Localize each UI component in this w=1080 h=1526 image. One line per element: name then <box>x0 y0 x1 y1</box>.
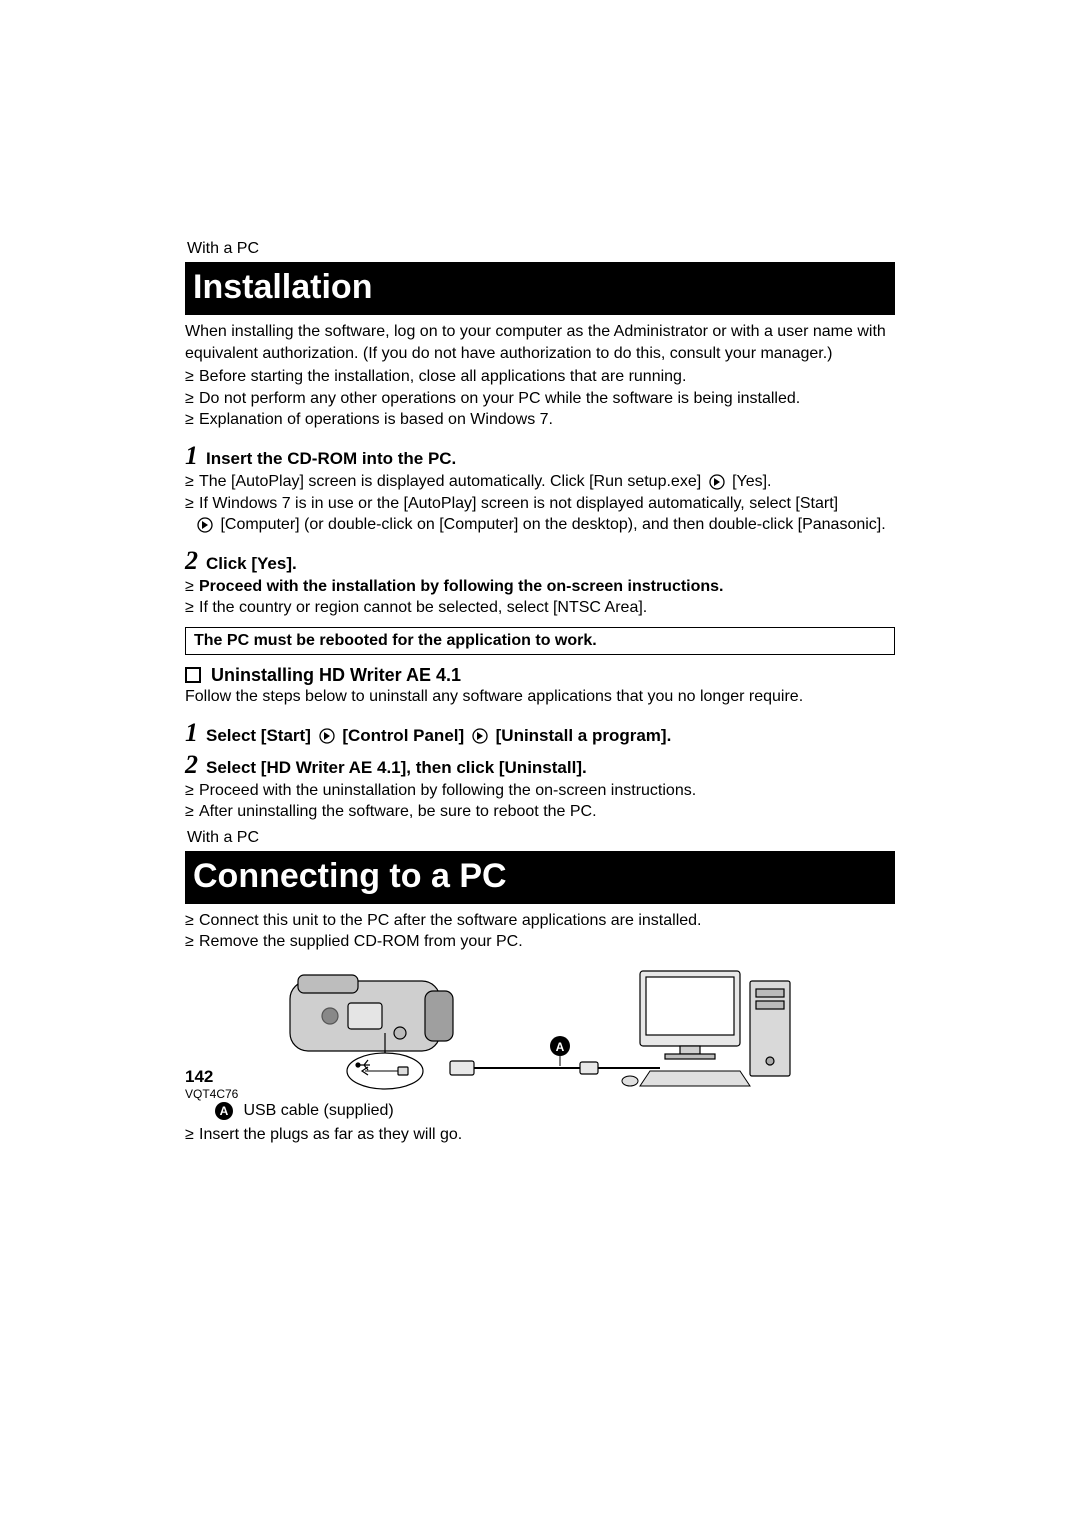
diagram-label-a: A <box>556 1040 565 1054</box>
intro-text: When installing the software, log on to … <box>185 321 895 364</box>
step-2: 2 Click [Yes]. <box>185 546 895 576</box>
text-fragment: The [AutoPlay] screen is displayed autom… <box>199 473 706 490</box>
connecting-bullets-2: Insert the plugs as far as they will go. <box>185 1124 895 1146</box>
connecting-bullets: Connect this unit to the PC after the so… <box>185 910 895 953</box>
diagram-caption: A USB cable (supplied) <box>185 1100 895 1122</box>
text-fragment: If Windows 7 is in use or the [AutoPlay]… <box>199 495 838 512</box>
step-number: 2 <box>185 750 198 780</box>
list-item: Proceed with the uninstallation by follo… <box>185 780 895 802</box>
uninstall-step-1: 1 Select [Start] [Control Panel] [Uninst… <box>185 718 895 748</box>
arrow-icon <box>197 517 213 533</box>
step-number: 2 <box>185 546 198 576</box>
uninstall-heading: Uninstalling HD Writer AE 4.1 <box>185 665 895 686</box>
arrow-icon <box>709 474 725 490</box>
step-number: 1 <box>185 718 198 748</box>
text-fragment: Select [Start] <box>206 726 316 745</box>
text-fragment: [Yes]. <box>732 473 771 490</box>
square-icon <box>185 667 201 683</box>
list-item: Insert the plugs as far as they will go. <box>185 1124 895 1146</box>
connection-diagram: A <box>185 961 895 1096</box>
list-item: Before starting the installation, close … <box>185 366 895 388</box>
caption-text: USB cable (supplied) <box>243 1102 393 1119</box>
list-item: Explanation of operations is based on Wi… <box>185 409 895 431</box>
reboot-note: The PC must be rebooted for the applicat… <box>185 627 895 655</box>
page-footer: 142 VQT4C76 <box>185 1067 238 1101</box>
arrow-icon <box>319 728 335 744</box>
list-item: The [AutoPlay] screen is displayed autom… <box>185 471 895 493</box>
list-item: After uninstalling the software, be sure… <box>185 801 895 823</box>
step1-bullets: The [AutoPlay] screen is displayed autom… <box>185 471 895 536</box>
step-title: Select [HD Writer AE 4.1], then click [U… <box>206 758 587 778</box>
label-a-icon: A <box>215 1102 233 1120</box>
list-item: If the country or region cannot be selec… <box>185 597 895 619</box>
intro-bullets: Before starting the installation, close … <box>185 366 895 431</box>
section-label: With a PC <box>185 829 895 847</box>
step-title: Insert the CD-ROM into the PC. <box>206 449 456 469</box>
uninstall-desc: Follow the steps below to uninstall any … <box>185 686 895 708</box>
list-item: Do not perform any other operations on y… <box>185 388 895 410</box>
text-fragment: [Uninstall a program]. <box>496 726 672 745</box>
step-1: 1 Insert the CD-ROM into the PC. <box>185 441 895 471</box>
uninstall-step-2: 2 Select [HD Writer AE 4.1], then click … <box>185 750 895 780</box>
step-title: Select [Start] [Control Panel] [Uninstal… <box>206 726 671 746</box>
list-item: Connect this unit to the PC after the so… <box>185 910 895 932</box>
step-number: 1 <box>185 441 198 471</box>
arrow-icon <box>472 728 488 744</box>
section-label: With a PC <box>185 240 895 258</box>
uninstall-bullets: Proceed with the uninstallation by follo… <box>185 780 895 823</box>
step2-bullets: Proceed with the installation by followi… <box>185 576 895 619</box>
connecting-heading: Connecting to a PC <box>185 851 895 904</box>
list-item: Proceed with the installation by followi… <box>185 576 895 598</box>
page-number: 142 <box>185 1067 238 1087</box>
text-fragment: [Control Panel] <box>342 726 469 745</box>
uninstall-title: Uninstalling HD Writer AE 4.1 <box>211 665 461 686</box>
list-item: Remove the supplied CD-ROM from your PC. <box>185 931 895 953</box>
installation-heading: Installation <box>185 262 895 315</box>
text-fragment: [Computer] (or double-click on [Computer… <box>220 516 885 533</box>
step-title: Click [Yes]. <box>206 554 297 574</box>
list-item: If Windows 7 is in use or the [AutoPlay]… <box>185 493 895 536</box>
doc-code: VQT4C76 <box>185 1087 238 1101</box>
